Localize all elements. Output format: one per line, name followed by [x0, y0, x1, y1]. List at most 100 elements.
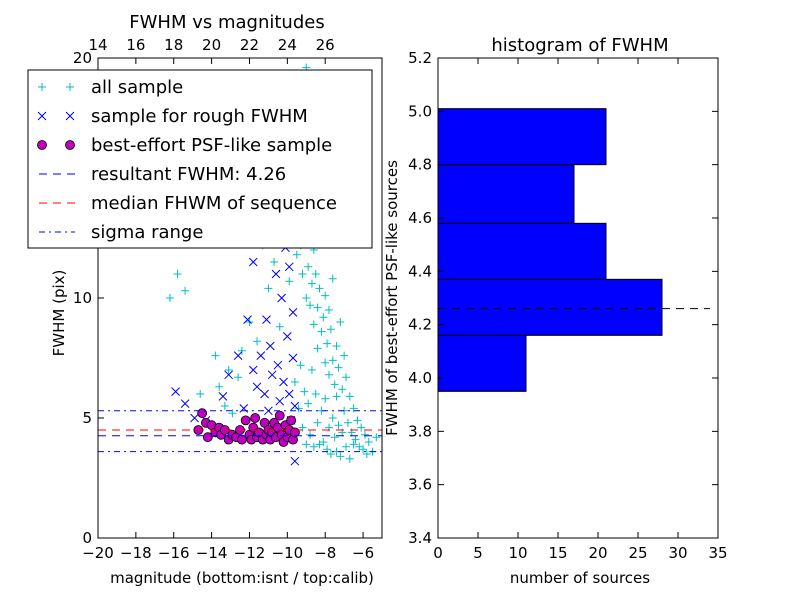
- legend-entry: median FHWM of sequence: [39, 193, 337, 214]
- data-point: [326, 325, 335, 334]
- data-point: [171, 387, 180, 396]
- data-point: [288, 353, 298, 363]
- data-point: [306, 301, 315, 310]
- y-tick-label: 4.2: [408, 316, 432, 334]
- data-point: [330, 380, 339, 389]
- data-point: [165, 294, 174, 302]
- x-tick-label: 0: [433, 544, 443, 562]
- scatter-plot-area: [98, 63, 382, 466]
- data-point: [248, 257, 258, 267]
- data-point: [326, 450, 335, 458]
- top-tick-label: 24: [278, 36, 297, 54]
- y-tick-label: 10: [73, 289, 92, 307]
- top-tick-label: 16: [126, 36, 145, 54]
- data-point: [321, 394, 330, 403]
- data-point: [328, 414, 337, 422]
- legend-entry: resultant FWHM: 4.26: [39, 164, 286, 185]
- data-point: [284, 389, 294, 399]
- top-tick-label: 14: [88, 36, 107, 54]
- y-tick-label: 4.8: [408, 156, 432, 174]
- x-tick-label: 20: [588, 544, 607, 562]
- data-point: [351, 435, 360, 444]
- y-tick-label: 4.0: [408, 369, 432, 387]
- data-point: [302, 294, 311, 302]
- data-point: [362, 450, 371, 458]
- legend-label: best-effort PSF-like sample: [91, 135, 332, 156]
- data-point: [309, 320, 318, 329]
- data-point: [224, 370, 233, 380]
- data-point: [285, 277, 294, 286]
- scatter-x-label: magnitude (bottom:isnt / top:calib): [110, 569, 374, 587]
- histogram-bar: [437, 222, 607, 280]
- histogram-x-label: number of sources: [510, 569, 650, 587]
- data-point: [284, 262, 294, 272]
- data-point: [360, 430, 369, 439]
- data-point: [211, 351, 220, 360]
- histogram-title: histogram of FWHM: [491, 35, 668, 56]
- x-tick-label: 15: [548, 544, 567, 562]
- y-tick-label: 20: [73, 49, 92, 67]
- data-point: [243, 315, 252, 324]
- histogram-y-label: FWHM of best-effort PSF-like sources: [383, 160, 401, 436]
- y-tick-label: 5: [82, 409, 92, 427]
- top-tick-label: 18: [164, 36, 183, 54]
- data-point: [264, 284, 273, 293]
- data-point: [190, 413, 199, 423]
- y-tick-label: 0: [82, 529, 92, 547]
- data-point: [252, 382, 262, 392]
- data-point: [228, 409, 237, 418]
- data-point: [334, 421, 343, 430]
- data-point: [313, 303, 322, 312]
- legend-entry: all sample: [38, 77, 183, 98]
- data-point: [317, 327, 326, 336]
- data-point: [364, 438, 373, 446]
- legend-label: resultant FWHM: 4.26: [91, 164, 286, 185]
- x-tick-label: 25: [628, 544, 647, 562]
- legend-marker: [65, 111, 75, 121]
- data-point: [290, 401, 300, 411]
- data-point: [349, 404, 358, 413]
- data-point: [313, 418, 322, 427]
- data-point: [288, 308, 298, 317]
- data-point: [343, 418, 352, 427]
- data-point: [220, 402, 229, 410]
- data-point: [323, 339, 332, 348]
- data-point: [332, 392, 341, 401]
- data-point: [286, 415, 297, 426]
- histogram-axes-frame: [437, 57, 719, 539]
- scatter-y-label: FWHM (pix): [50, 270, 68, 357]
- top-tick-label: 22: [240, 36, 259, 54]
- data-point: [319, 313, 328, 322]
- x-tick-label: 5: [473, 544, 483, 562]
- data-point: [234, 373, 243, 382]
- data-point: [321, 358, 330, 367]
- legend-entry: sigma range: [39, 222, 203, 243]
- histogram-y-ticks: 3.4 3.6 3.8 4.0 4.2 4.4 4.6 4.8 5.0 5.2: [408, 49, 718, 547]
- data-point: [215, 382, 224, 391]
- x-tick-label: −12: [234, 544, 266, 562]
- legend-entry: best-effort PSF-like sample: [37, 135, 332, 156]
- data-point: [237, 346, 246, 355]
- legend-label: sample for rough FWHM: [91, 106, 308, 127]
- data-point: [334, 363, 343, 372]
- data-point: [300, 387, 309, 396]
- legend-marker: [65, 140, 75, 150]
- data-point: [298, 423, 307, 432]
- data-point: [267, 370, 277, 380]
- data-point: [240, 415, 251, 426]
- top-tick-label: 20: [202, 36, 221, 54]
- legend-marker: [38, 83, 46, 91]
- legend-entry: sample for rough FWHM: [37, 106, 308, 127]
- data-point: [311, 270, 320, 278]
- y-tick-label: 3.6: [408, 476, 432, 494]
- data-point: [181, 286, 190, 295]
- data-point: [340, 351, 349, 360]
- data-point: [279, 377, 288, 387]
- data-point: [307, 279, 316, 288]
- scatter-x-ticks: −20 −18 −16 −14 −12 −10 −8 −6: [82, 532, 374, 562]
- data-point: [319, 438, 328, 446]
- legend-label: all sample: [91, 77, 183, 98]
- data-point: [357, 423, 366, 432]
- y-tick-label: 3.4: [408, 529, 432, 547]
- data-point: [250, 413, 261, 423]
